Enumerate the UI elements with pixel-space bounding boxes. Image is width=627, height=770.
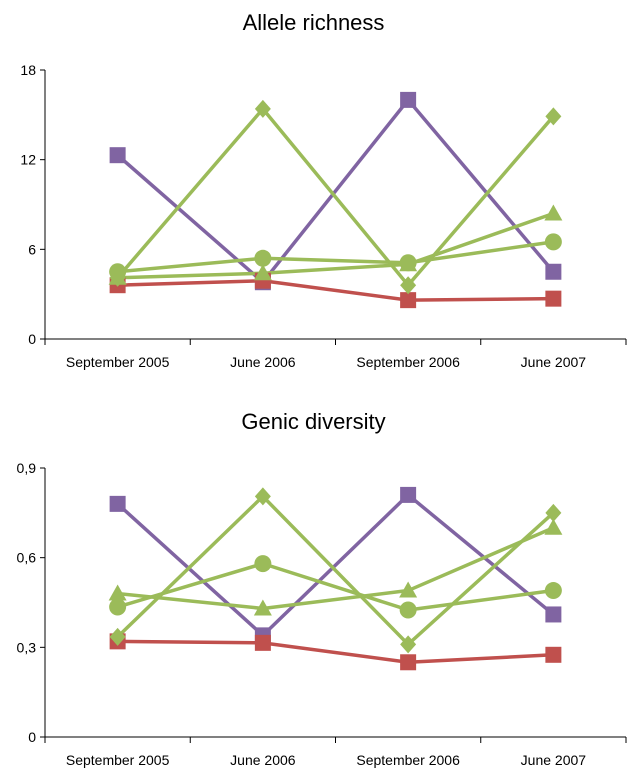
series-line-1 [117,278,554,302]
data-point-square [545,290,562,307]
y-tick-label: 0,6 [17,550,37,566]
data-point-triangle [253,599,272,616]
y-tick-label: 18 [20,62,36,78]
chart-title: Allele richness [242,10,385,35]
data-point-circle [399,254,417,272]
series-line-4 [117,240,554,274]
data-point-triangle [544,204,563,221]
data-point-diamond [400,635,417,654]
data-point-square [545,606,562,623]
data-point-square [400,91,417,108]
x-tick-label: June 2006 [230,752,296,768]
data-point-diamond [545,107,562,126]
series-line-0 [116,98,555,284]
data-point-square [400,292,417,309]
series-line-2 [116,107,555,287]
data-point-square [254,634,271,651]
data-point-diamond [109,627,126,646]
data-point-circle [544,582,562,600]
series-line-1 [117,639,554,665]
data-point-circle [544,233,562,251]
data-point-diamond [545,503,562,522]
data-point-diamond [254,487,271,506]
series-line-2 [116,494,555,647]
data-point-square [109,495,126,512]
x-tick-label: September 2006 [356,752,460,768]
data-point-square [545,263,562,280]
data-point-triangle [544,518,563,535]
y-tick-label: 0,3 [17,639,37,655]
x-tick-label: September 2005 [66,354,170,370]
x-tick-label: June 2007 [521,752,587,768]
series-line-3 [117,526,555,611]
data-point-diamond [254,99,271,118]
data-point-square [109,147,126,164]
data-point-square [400,654,417,671]
genic-diversity-chart: Genic diversity 0 0,3 0,6 0,9 September 2005… [0,395,627,770]
y-tick-label: 6 [28,241,36,257]
data-point-triangle [108,584,127,601]
x-tick-label: September 2006 [356,354,460,370]
x-tick-label: September 2005 [66,752,170,768]
series-line-4 [117,561,554,612]
x-tick-label: June 2006 [230,354,296,370]
y-tick-label: 0 [28,729,36,745]
chart-title: Genic diversity [241,409,386,434]
data-point-triangle [253,264,272,281]
data-point-triangle [399,581,418,598]
series-line-3 [117,211,554,280]
data-point-square [400,486,417,503]
allele-richness-plot: 0 6 12 18 September 2005 June 2006 September 2… [20,62,627,370]
data-point-circle [254,555,272,573]
series-line-0 [116,493,555,638]
data-point-square [545,646,562,663]
allele-richness-chart: Allele richness 0 6 12 18 September 2005 June… [20,10,627,370]
y-tick-label: 12 [20,152,36,168]
data-point-circle [109,598,127,616]
data-point-circle [399,601,417,619]
genic-diversity-plot: 0 0,3 0,6 0,9 September 2005 June 2006 Septemb… [17,460,627,768]
y-tick-label: 0,9 [17,460,37,476]
x-tick-label: June 2007 [521,354,587,370]
data-point-diamond [400,276,417,295]
data-point-circle [254,249,272,267]
data-point-circle [109,263,127,281]
y-tick-label: 0 [28,331,36,347]
